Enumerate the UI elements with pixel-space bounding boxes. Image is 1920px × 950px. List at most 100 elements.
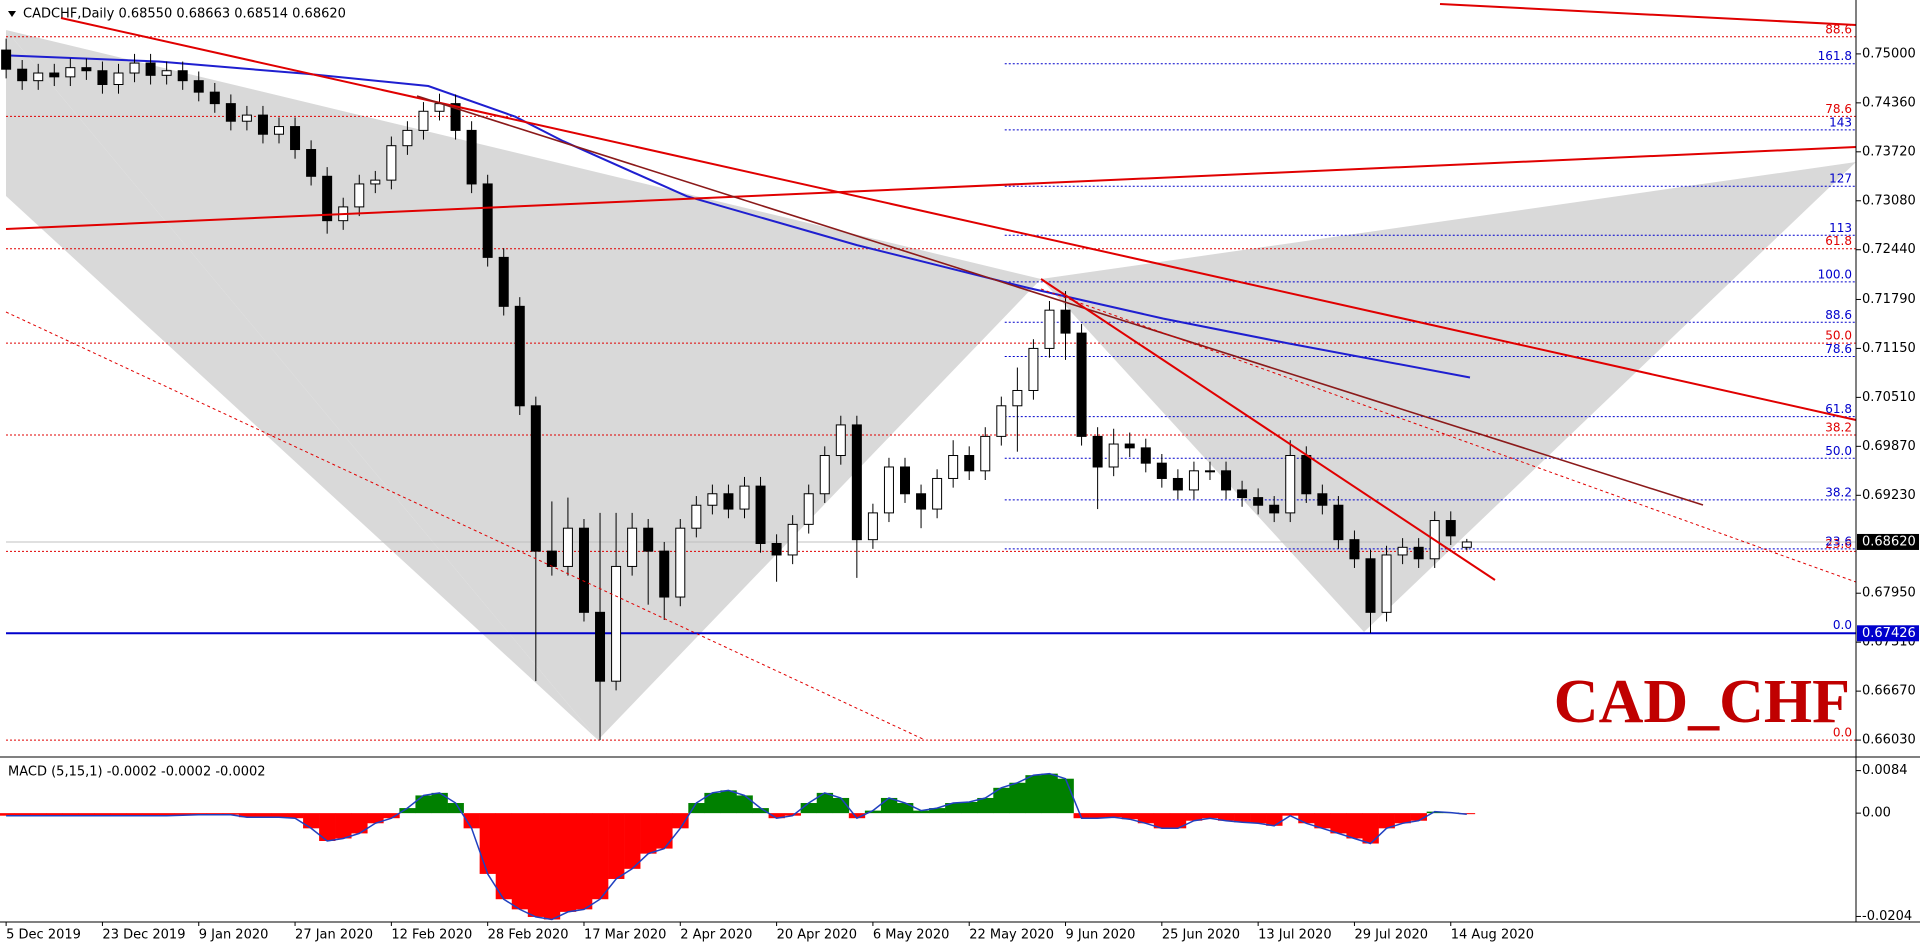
histogram-bar xyxy=(1185,813,1203,821)
histogram-bar xyxy=(1057,778,1074,814)
candle-body xyxy=(900,466,911,495)
candle-body xyxy=(354,183,365,208)
candle-body xyxy=(1108,443,1119,468)
x-tick-label: 20 Apr 2020 xyxy=(777,928,857,943)
histogram-bar xyxy=(94,813,111,816)
y-tick-label: 0.69230 xyxy=(1862,488,1916,503)
histogram-bar xyxy=(319,813,336,841)
candle-body xyxy=(1301,455,1312,495)
chart-header: CADCHF,Daily 0.68550 0.68663 0.68514 0.6… xyxy=(23,7,346,22)
x-tick-label: 5 Dec 2019 xyxy=(6,928,81,943)
histogram-bar xyxy=(142,813,159,816)
fib-label: 127 xyxy=(1829,172,1852,186)
channel-line xyxy=(5,311,926,741)
moving-average xyxy=(6,54,1471,379)
candle-body xyxy=(643,527,654,552)
histogram-bar xyxy=(335,813,352,839)
y-tick-label: -0.0204 xyxy=(1862,909,1912,924)
histogram-bar xyxy=(752,808,769,814)
candle-body xyxy=(161,70,172,76)
candle-body xyxy=(1381,554,1392,613)
histogram-bar xyxy=(415,795,432,814)
histogram-bar xyxy=(222,813,240,815)
x-tick-label: 9 Jun 2020 xyxy=(1066,928,1136,943)
candle-body xyxy=(370,179,381,185)
histogram-bar xyxy=(1153,813,1171,829)
candle-body xyxy=(1413,546,1424,560)
histogram-bar xyxy=(656,813,673,849)
candle-body xyxy=(1172,477,1183,491)
histogram-bar xyxy=(1266,813,1283,826)
candle-body xyxy=(1092,435,1103,468)
candle-body xyxy=(1397,546,1408,556)
histogram-bar xyxy=(1458,813,1476,815)
candle-body xyxy=(402,129,413,147)
histogram-bar xyxy=(62,813,79,816)
histogram-bar xyxy=(704,792,721,814)
fib-label: 61.8 xyxy=(1825,234,1852,248)
candle-body xyxy=(578,527,589,613)
candle-body xyxy=(1445,520,1456,537)
histogram-bar xyxy=(463,813,480,829)
fib-label: 113 xyxy=(1829,221,1852,235)
histogram-bar xyxy=(1201,813,1219,819)
histogram-bar xyxy=(1121,813,1139,820)
y-tick-label: 0.66030 xyxy=(1862,733,1916,748)
histogram-bar xyxy=(1234,813,1251,823)
histogram-bar xyxy=(1089,813,1106,819)
y-tick-label: 0.71150 xyxy=(1862,341,1916,356)
x-tick-label: 13 Jul 2020 xyxy=(1258,928,1332,943)
candle-body xyxy=(1156,462,1167,479)
histogram-bar xyxy=(1105,813,1123,818)
candle-body xyxy=(322,175,333,222)
x-tick-label: 17 Mar 2020 xyxy=(584,928,666,943)
candle-body xyxy=(81,67,92,72)
candle-body xyxy=(290,126,301,151)
histogram-bar xyxy=(190,813,208,815)
histogram-bar xyxy=(945,803,962,814)
price-box xyxy=(1857,533,1919,550)
histogram-bar xyxy=(303,813,320,829)
histogram-bar xyxy=(527,813,545,917)
candle-body xyxy=(916,493,927,510)
price-layer xyxy=(0,38,1476,921)
histogram-bar xyxy=(46,813,63,816)
histogram-bar xyxy=(575,813,593,910)
y-tick-label: 0.74360 xyxy=(1862,95,1916,110)
candle-body xyxy=(691,504,702,529)
candle-body xyxy=(257,114,268,135)
histogram-bar xyxy=(254,813,272,818)
histogram-bar xyxy=(624,813,641,869)
menu-arrow[interactable] xyxy=(8,11,16,17)
histogram-bar xyxy=(511,813,529,910)
candle-body xyxy=(1333,504,1344,541)
fib-label: 0.0 xyxy=(1833,726,1852,740)
histogram-bar xyxy=(30,813,47,816)
candle-body xyxy=(771,542,782,556)
candle-body xyxy=(274,126,285,135)
trendline xyxy=(1439,3,1857,26)
candle-body xyxy=(883,466,894,514)
x-tick-label: 27 Jan 2020 xyxy=(295,928,373,943)
histogram-bar xyxy=(543,813,561,920)
histogram-bar xyxy=(1250,813,1267,824)
x-tick-label: 28 Feb 2020 xyxy=(488,928,569,943)
histogram-bar xyxy=(929,808,946,814)
candle-body xyxy=(546,550,557,567)
histogram-bar xyxy=(720,790,737,814)
fib-label: 100.0 xyxy=(1818,267,1852,281)
trendline xyxy=(416,95,1704,506)
histogram-bar xyxy=(270,813,288,818)
histogram-bar xyxy=(640,813,657,854)
candle-body xyxy=(1140,447,1151,464)
candle-body xyxy=(225,103,236,122)
candle-body xyxy=(1044,309,1055,349)
histogram-bar xyxy=(993,787,1010,814)
x-tick-label: 22 May 2020 xyxy=(969,928,1054,943)
candle-body xyxy=(948,455,959,479)
candle-body xyxy=(418,110,429,131)
candle-body xyxy=(1285,455,1296,514)
candle-body xyxy=(980,435,991,472)
x-tick-label: 12 Feb 2020 xyxy=(391,928,472,943)
